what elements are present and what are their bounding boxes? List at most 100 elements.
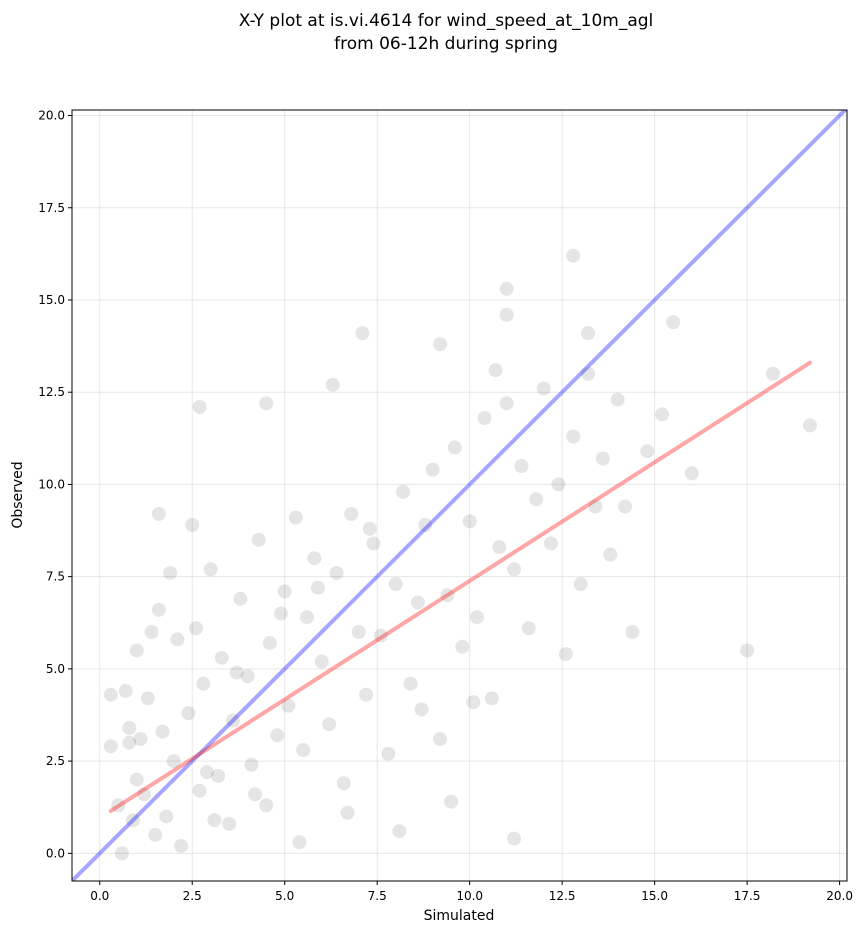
- scatter-point: [640, 444, 655, 459]
- scatter-point: [403, 676, 418, 691]
- scatter-point: [392, 824, 407, 839]
- scatter-point: [440, 588, 455, 603]
- scatter-point: [103, 687, 118, 702]
- chart-title-line-1: X-Y plot at is.vi.4614 for wind_speed_at…: [239, 11, 654, 31]
- plot-frame: [71, 109, 848, 882]
- chart-title-line-2: from 06-12h during spring: [334, 34, 558, 54]
- x-tick-label: 17.5: [734, 889, 761, 903]
- scatter-point: [225, 713, 240, 728]
- scatter-point: [322, 717, 337, 732]
- scatter-point: [536, 381, 551, 396]
- scatter-point: [484, 691, 499, 706]
- x-axis-ticks: 0.0 2.5 5.0 7.5 10.0 12.5 15.0 17.5 20.0: [90, 881, 853, 903]
- scatter-point: [595, 451, 610, 466]
- x-tick-label: 15.0: [641, 889, 668, 903]
- scatter-point: [521, 621, 536, 636]
- scatter-point: [544, 536, 559, 551]
- scatter-point: [447, 440, 462, 455]
- y-tick-label: 2.5: [46, 754, 65, 768]
- scatter-point: [126, 813, 141, 828]
- scatter-point: [259, 396, 274, 411]
- y-tick-label: 10.0: [38, 477, 65, 491]
- y-tick-label: 17.5: [38, 201, 65, 215]
- scatter-point: [610, 392, 625, 407]
- x-tick-label: 20.0: [826, 889, 853, 903]
- scatter-point: [299, 610, 314, 625]
- scatter-point: [229, 665, 244, 680]
- scatter-point: [133, 731, 148, 746]
- scatter-point: [174, 838, 189, 853]
- scatter-point: [114, 846, 129, 861]
- y-tick-label: 0.0: [46, 846, 65, 860]
- scatter-point: [425, 462, 440, 477]
- scatter-point: [281, 698, 296, 713]
- scatter-point: [166, 754, 181, 769]
- scatter-point: [140, 691, 155, 706]
- x-tick-label: 0.0: [90, 889, 109, 903]
- x-tick-label: 7.5: [368, 889, 387, 903]
- scatter-point: [144, 624, 159, 639]
- scatter-point: [766, 366, 781, 381]
- scatter-point: [188, 621, 203, 636]
- scatter-point: [244, 757, 259, 772]
- y-tick-label: 20.0: [38, 109, 65, 123]
- scatter-point: [185, 518, 200, 533]
- scatter-point: [222, 816, 237, 831]
- scatter-point: [499, 307, 514, 322]
- scatter-point: [314, 654, 329, 669]
- scatter-point: [359, 687, 374, 702]
- scatter-point: [270, 728, 285, 743]
- scatter-point: [155, 724, 170, 739]
- scatter-point: [351, 624, 366, 639]
- scatter-point: [529, 492, 544, 507]
- scatter-point: [118, 684, 133, 699]
- grid: [72, 110, 847, 881]
- scatter-point: [444, 794, 459, 809]
- scatter-point: [122, 735, 137, 750]
- scatter-point: [151, 602, 166, 617]
- scatter-point: [340, 805, 355, 820]
- scatter-point: [288, 510, 303, 525]
- scatter-point: [196, 676, 211, 691]
- scatter-point: [207, 813, 222, 828]
- scatter-point: [240, 669, 255, 684]
- scatter-point: [203, 562, 218, 577]
- x-axis-label: Simulated: [424, 908, 495, 924]
- scatter-point: [311, 580, 326, 595]
- scatter-point: [410, 595, 425, 610]
- y-tick-label: 15.0: [38, 293, 65, 307]
- scatter-point: [262, 636, 277, 651]
- scatter-point: [418, 518, 433, 533]
- scatter-point: [655, 407, 670, 422]
- scatter-point: [566, 429, 581, 444]
- scatter-point: [684, 466, 699, 481]
- scatter-point: [251, 532, 266, 547]
- scatter-point: [336, 776, 351, 791]
- scatter-point: [803, 418, 818, 433]
- scatter-point: [148, 827, 163, 842]
- regression-line: [108, 360, 813, 813]
- scatter-point: [381, 746, 396, 761]
- scatter-point: [122, 720, 137, 735]
- scatter-point: [396, 484, 411, 499]
- scatter-point: [129, 643, 144, 658]
- scatter-point: [388, 577, 403, 592]
- scatter-point: [488, 363, 503, 378]
- x-tick-label: 12.5: [549, 889, 576, 903]
- scatter-point: [192, 399, 207, 414]
- scatter-points: [103, 248, 818, 861]
- scatter-point: [566, 248, 581, 263]
- y-tick-label: 12.5: [38, 385, 65, 399]
- y-tick-label: 7.5: [46, 570, 65, 584]
- scatter-point: [292, 835, 307, 850]
- scatter-point: [581, 326, 596, 341]
- scatter-point: [366, 536, 381, 551]
- scatter-point: [362, 521, 377, 536]
- scatter-point: [170, 632, 185, 647]
- scatter-point: [581, 366, 596, 381]
- scatter-point: [373, 628, 388, 643]
- scatter-point: [329, 565, 344, 580]
- reference-lines: [72, 110, 847, 881]
- scatter-point: [414, 702, 429, 717]
